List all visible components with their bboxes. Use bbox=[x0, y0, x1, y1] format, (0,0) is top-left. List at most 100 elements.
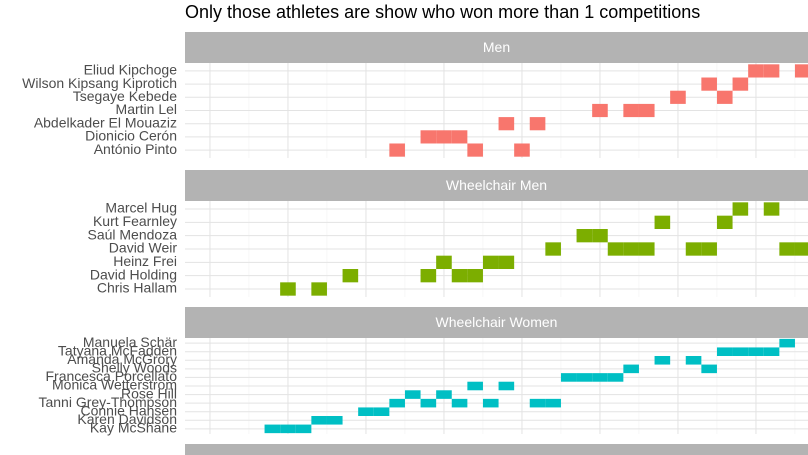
tile bbox=[311, 416, 327, 425]
tile bbox=[732, 77, 749, 91]
tile bbox=[373, 407, 390, 416]
tile bbox=[404, 390, 421, 399]
y-tick-label: Monica Wetterstrom bbox=[52, 377, 177, 393]
y-tick-label: Kurt Fearnley bbox=[93, 213, 177, 229]
y-tick-label: Amanda McGrory bbox=[67, 351, 177, 367]
tile bbox=[748, 64, 764, 78]
tile bbox=[545, 398, 561, 408]
tile bbox=[389, 143, 405, 157]
strip bbox=[185, 307, 808, 338]
y-tick-label: Francesca Porcellato bbox=[45, 368, 177, 384]
tile bbox=[389, 398, 405, 408]
tile bbox=[779, 242, 795, 256]
strip bbox=[185, 32, 808, 63]
tile bbox=[280, 424, 296, 434]
tile bbox=[592, 229, 608, 243]
tile bbox=[716, 90, 733, 104]
y-tick-label: Eliud Kipchoge bbox=[84, 62, 178, 78]
y-tick-label: Wilson Kipsang Kiprotich bbox=[22, 75, 177, 91]
tile bbox=[482, 398, 499, 408]
tile bbox=[545, 242, 561, 256]
tile bbox=[576, 373, 593, 382]
tile bbox=[529, 117, 546, 131]
y-tick-label: Rose Hill bbox=[121, 385, 177, 401]
tile bbox=[638, 242, 655, 256]
tile bbox=[607, 373, 624, 382]
tile bbox=[638, 103, 655, 118]
tile bbox=[311, 282, 327, 296]
y-tick-label: António Pinto bbox=[94, 141, 177, 157]
y-tick-label: Tsegaye Kebede bbox=[73, 88, 178, 104]
tile bbox=[451, 130, 468, 144]
tile bbox=[794, 64, 808, 78]
tile bbox=[358, 407, 374, 416]
tile bbox=[748, 347, 764, 356]
y-tick-label: Heinz Frei bbox=[113, 253, 177, 269]
tile bbox=[467, 143, 483, 157]
tile bbox=[654, 356, 671, 365]
y-tick-label: Karen Davidson bbox=[77, 411, 177, 427]
tile bbox=[592, 103, 608, 118]
tile bbox=[576, 229, 593, 243]
y-tick-label: David Holding bbox=[90, 266, 177, 282]
tile bbox=[670, 90, 686, 104]
tile bbox=[701, 77, 717, 91]
tile bbox=[654, 215, 671, 229]
y-tick-label: Martin Lel bbox=[116, 101, 177, 117]
tile bbox=[685, 356, 702, 365]
tile bbox=[607, 242, 624, 256]
y-tick-label: Tatyana McFadden bbox=[58, 342, 177, 358]
tile bbox=[498, 117, 515, 131]
tile bbox=[482, 255, 499, 269]
tile bbox=[701, 364, 717, 374]
chart-title: Only those athletes are show who won mor… bbox=[185, 2, 700, 22]
tile bbox=[451, 269, 468, 283]
tile bbox=[794, 242, 808, 256]
y-tick-label: Manuela Schär bbox=[83, 334, 178, 350]
strip bbox=[185, 170, 808, 201]
tile bbox=[436, 390, 452, 399]
tile bbox=[420, 398, 437, 408]
tile bbox=[342, 269, 359, 283]
tile bbox=[436, 130, 452, 144]
tile bbox=[623, 364, 639, 374]
tile bbox=[264, 424, 281, 434]
tile bbox=[467, 269, 483, 283]
y-tick-label: Shelly Woods bbox=[92, 360, 177, 376]
tile bbox=[467, 381, 483, 391]
y-tick-label: Tanni Grey-Thompson bbox=[38, 394, 177, 410]
tile bbox=[498, 381, 515, 391]
tile bbox=[716, 215, 733, 229]
strip bbox=[185, 444, 808, 455]
y-tick-label: David Weir bbox=[109, 240, 178, 256]
tile bbox=[560, 373, 577, 382]
y-tick-label: Dionicio Cerón bbox=[85, 128, 177, 144]
tile bbox=[763, 202, 780, 216]
y-tick-label: Saúl Mendoza bbox=[87, 226, 177, 242]
y-tick-label: Abdelkader El Mouaziz bbox=[34, 114, 177, 130]
tile bbox=[326, 416, 343, 425]
strip-label: Men bbox=[483, 39, 510, 55]
tile bbox=[592, 373, 608, 382]
tile bbox=[763, 64, 780, 78]
strip-label: Wheelchair Men bbox=[446, 177, 547, 193]
tile bbox=[732, 347, 749, 356]
tile bbox=[498, 255, 515, 269]
tile bbox=[685, 242, 702, 256]
tile bbox=[623, 103, 639, 118]
tile bbox=[295, 424, 312, 434]
tile bbox=[732, 202, 749, 216]
y-tick-label: Connie Hansen bbox=[80, 402, 177, 418]
tile bbox=[436, 255, 452, 269]
tile bbox=[763, 347, 780, 356]
strip-label: Wheelchair Women bbox=[436, 314, 558, 330]
tile bbox=[529, 398, 546, 408]
tile bbox=[451, 398, 468, 408]
y-tick-label: Kay McShane bbox=[90, 420, 177, 436]
tile bbox=[514, 143, 530, 157]
tile bbox=[701, 242, 717, 256]
tile bbox=[280, 282, 296, 296]
tile bbox=[420, 269, 437, 283]
tile bbox=[716, 347, 733, 356]
